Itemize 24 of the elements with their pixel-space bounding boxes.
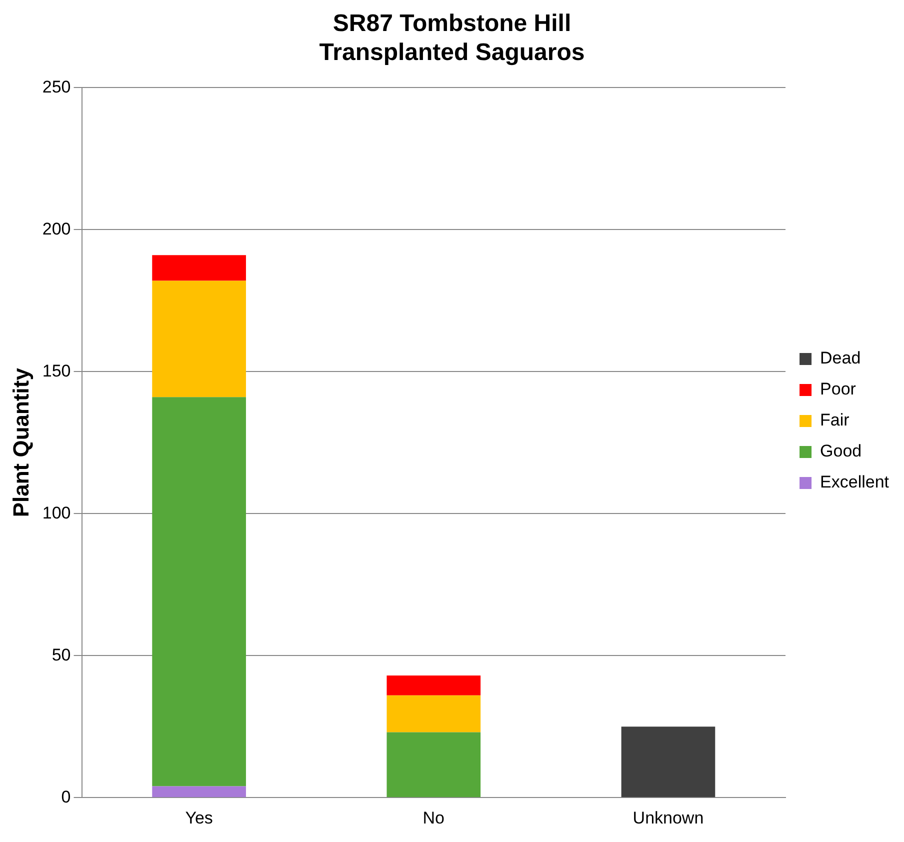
legend-label: Good (820, 442, 862, 461)
bar (152, 280, 246, 398)
legend-label: Excellent (820, 472, 890, 492)
legend-label: Fair (820, 410, 850, 430)
bar (386, 695, 481, 732)
y-tick-label: 100 (42, 503, 71, 522)
bar (621, 726, 716, 798)
legend-label: Dead (820, 348, 861, 368)
bar (152, 786, 246, 798)
bar (152, 255, 246, 281)
legend-label: Poor (820, 380, 856, 399)
x-tick-label: Unknown (632, 808, 704, 828)
bar (386, 732, 481, 798)
y-tick-label: 0 (61, 787, 71, 806)
y-axis-title: Plant Quantity (8, 367, 34, 518)
x-tick-label: No (422, 808, 445, 828)
y-tick-label: 250 (42, 77, 71, 96)
x-tick-label: Yes (185, 808, 213, 828)
bar (386, 675, 481, 696)
chart-title: SR87 Tombstone Hill Transplanted Saguaros (319, 10, 585, 66)
y-tick-label: 200 (42, 219, 71, 238)
bar (152, 397, 246, 786)
y-tick-label: 50 (52, 645, 71, 664)
y-tick-label: 150 (42, 361, 71, 380)
